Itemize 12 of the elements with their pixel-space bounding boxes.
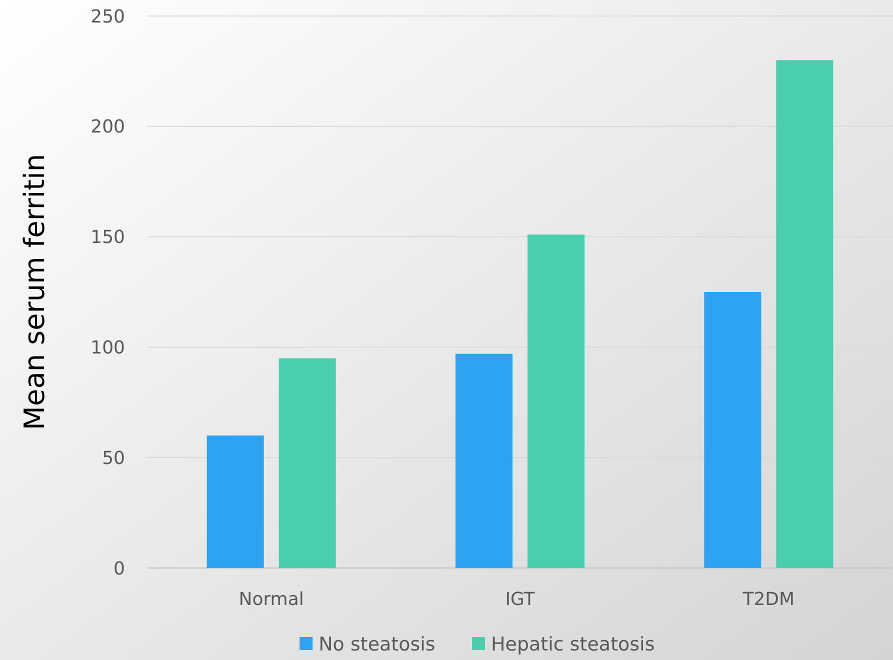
y-axis-title: Mean serum ferritin <box>18 154 51 430</box>
y-tick-label: 50 <box>102 448 125 469</box>
y-tick-label: 250 <box>90 6 125 28</box>
x-tick-label: T2DM <box>742 589 795 610</box>
y-tick-label: 150 <box>90 227 125 248</box>
y-tick-label: 0 <box>114 558 125 580</box>
x-tick-label: IGT <box>505 589 536 610</box>
legend-label: No steatosis <box>318 634 436 656</box>
y-tick-label: 100 <box>90 338 125 358</box>
legend-label: Hepatic steatosis <box>491 634 655 656</box>
y-tick-label: 200 <box>90 116 125 138</box>
x-tick-label: Normal <box>238 589 304 610</box>
